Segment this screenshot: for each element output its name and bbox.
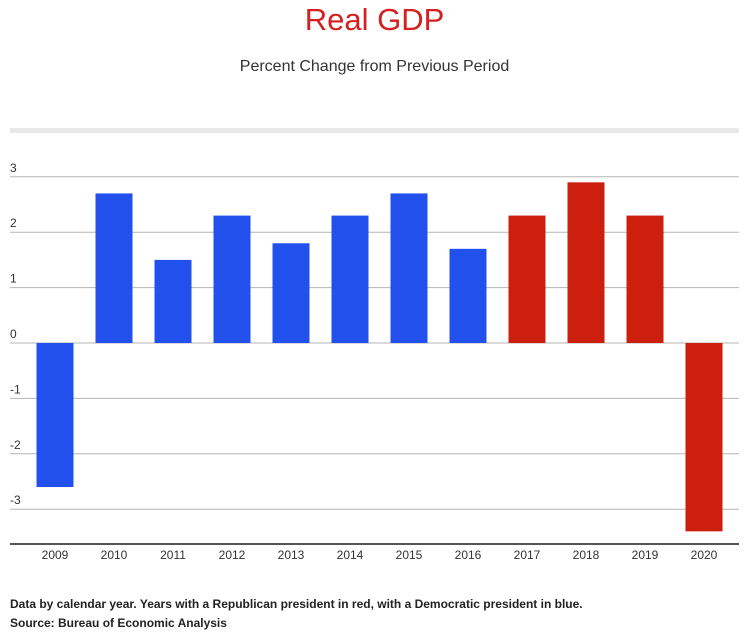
bar-2015: [390, 193, 428, 343]
footnote-note: Data by calendar year. Years with a Repu…: [10, 597, 583, 611]
x-tick-label: 2009: [42, 548, 69, 562]
y-tick-label: -2: [10, 438, 21, 452]
bar-2019: [626, 215, 664, 343]
bar-2014: [331, 215, 369, 343]
y-tick-label: 2: [10, 216, 17, 230]
bar-2017: [508, 215, 546, 343]
chart-title: Real GDP: [304, 2, 445, 37]
chart-subtitle: Percent Change from Previous Period: [239, 58, 510, 75]
bar-2012: [213, 215, 251, 343]
header-divider: [10, 128, 739, 133]
bar-2011: [154, 259, 192, 343]
y-tick-label: 1: [10, 272, 17, 286]
x-tick-label: 2015: [396, 548, 423, 562]
y-tick-label: -1: [10, 382, 21, 396]
bars: [36, 182, 723, 532]
bar-2020: [685, 343, 723, 532]
x-tick-label: 2012: [219, 548, 246, 562]
y-tick-label: 3: [10, 161, 17, 175]
x-axis-labels: 2009 2010 2011 2012 2013 2014 2015 2016 2017 2018…: [42, 548, 718, 562]
x-tick-label: 2010: [101, 548, 128, 562]
y-axis-labels: 3 2 1 0 -1 -2 -3: [10, 161, 21, 507]
footnote-source: Source: Bureau of Economic Analysis: [10, 616, 227, 630]
bar-2009: [36, 343, 74, 488]
y-tick-label: 0: [10, 327, 17, 341]
y-tick-label: -3: [10, 493, 21, 507]
x-tick-label: 2016: [455, 548, 482, 562]
x-tick-label: 2019: [632, 548, 659, 562]
x-tick-label: 2013: [278, 548, 305, 562]
x-tick-label: 2017: [514, 548, 541, 562]
x-tick-label: 2020: [691, 548, 718, 562]
x-tick-label: 2011: [160, 548, 186, 562]
bar-2010: [95, 193, 133, 343]
bar-2018: [567, 182, 605, 343]
x-tick-label: 2014: [337, 548, 364, 562]
bar-2016: [449, 248, 487, 343]
bar-2013: [272, 243, 310, 343]
x-tick-label: 2018: [573, 548, 600, 562]
